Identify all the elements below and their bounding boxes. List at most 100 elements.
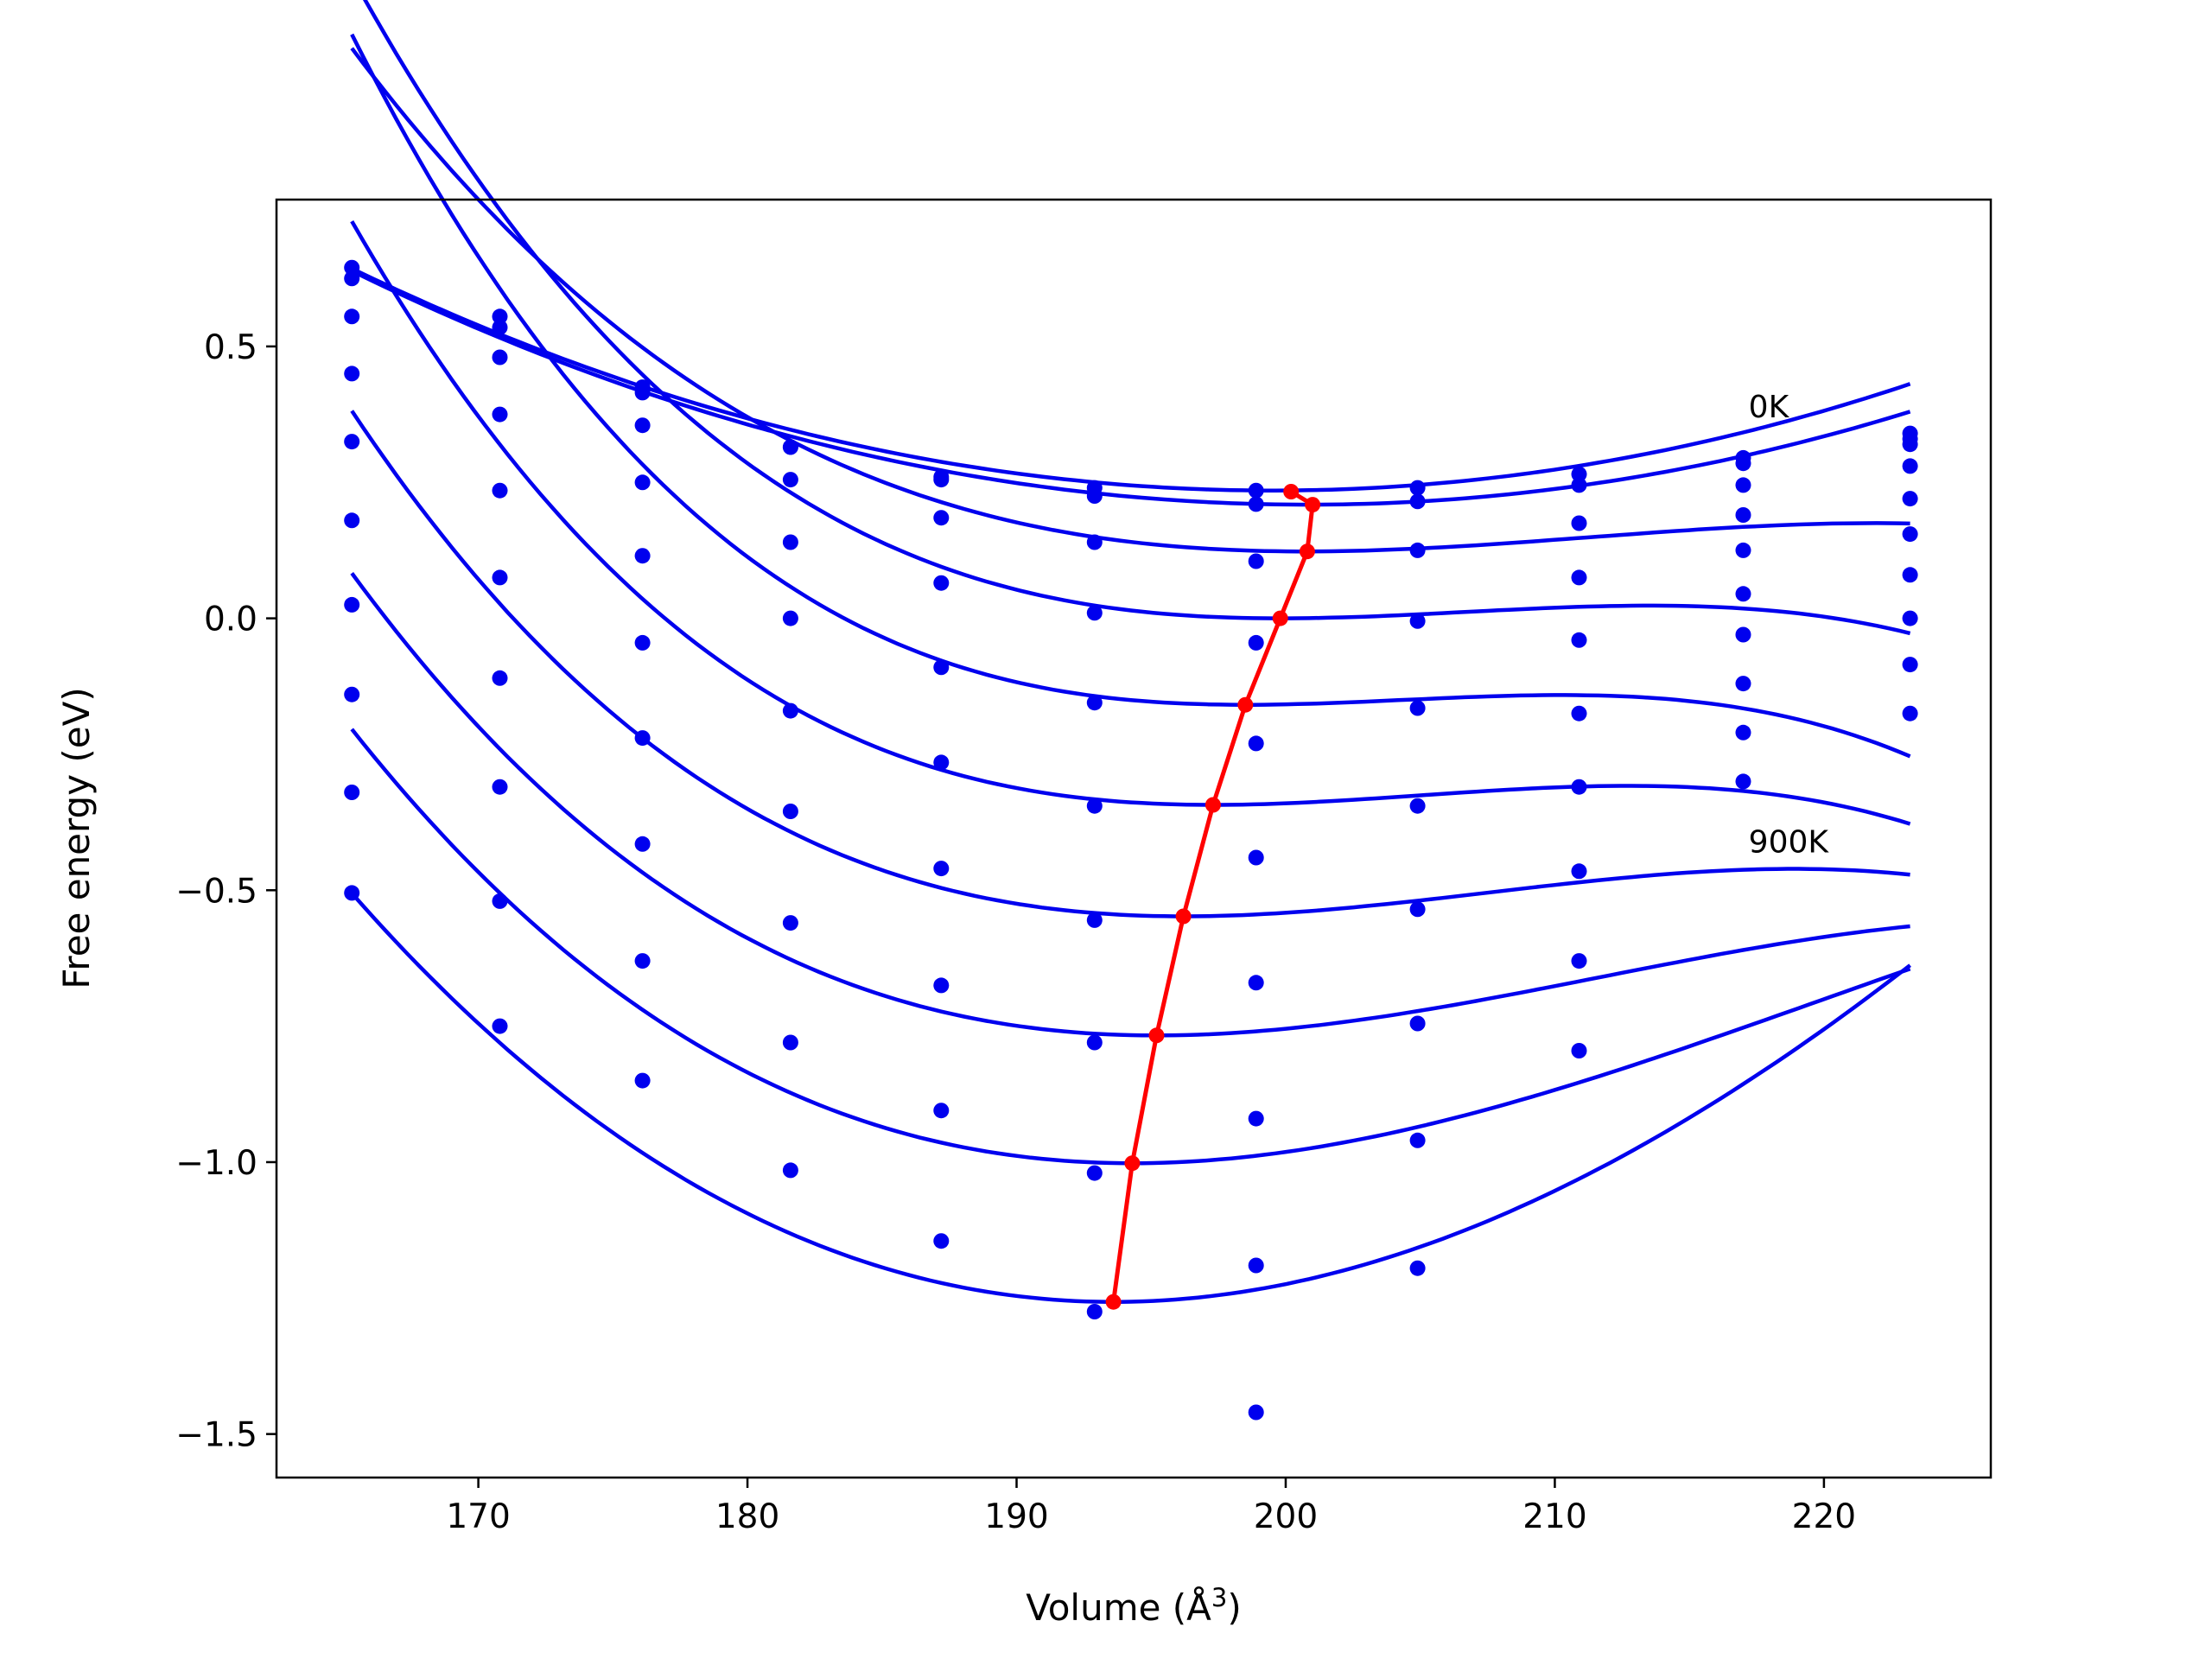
data-point-s2-1 [344,270,360,287]
x-axis-label-end: ) [1227,1586,1241,1629]
fit-curve-2 [351,269,1911,507]
fit-curve-8 [350,572,1910,1038]
data-point-s3-8 [1409,542,1426,558]
data-point-s4-2 [492,406,508,423]
data-point-s4-5 [933,575,950,591]
data-point-s9-4 [782,1034,798,1051]
data-point-s10-11 [1902,705,1918,721]
data-point-s5-8 [1409,700,1426,716]
y-tick-label: 0.5 [204,328,257,367]
x-axis-label: Volume (Å3) [1026,1583,1242,1629]
data-point-s7-11 [1902,567,1918,583]
x-tick-label: 180 [715,1497,779,1536]
data-point-s9-11 [1902,657,1918,673]
y-axis: 0.5 0.0 −0.5 −1.0 −1.5 [175,328,276,1455]
data-point-s8-9 [1571,863,1587,880]
data-point-s9-8 [1409,1132,1426,1148]
data-point-s5-3 [634,548,651,564]
data-point-s7-7 [1248,975,1264,991]
data-point-s7-2 [492,670,508,686]
data-point-s3-3 [634,417,651,434]
data-point-s8-2 [492,779,508,795]
x-axis-label-text: Volume (Å [1026,1586,1211,1629]
data-point-s6-9 [1571,705,1587,721]
data-point-s8-7 [1248,1110,1264,1127]
data-point-s3-1 [344,308,360,325]
data-point-s3-9 [1571,515,1587,531]
data-point-s5-9 [1571,632,1587,648]
data-point-s9-7 [1248,1257,1264,1274]
minimum-point-9 [1124,1155,1141,1172]
x-tick-label: 210 [1522,1497,1586,1536]
data-point-s4-10 [1735,507,1751,523]
data-point-s5-10 [1735,542,1751,558]
fit-curve-10 [350,892,1911,1304]
data-point-s7-5 [933,861,950,877]
data-point-s10-4 [782,1162,798,1179]
data-point-s10-5 [933,1233,950,1249]
data-point-s4-4 [782,534,798,550]
data-point-s4-9 [1571,569,1587,586]
data-point-s2-3 [634,385,651,401]
data-point-s5-1 [344,434,360,450]
data-point-s7-10 [1735,626,1751,643]
annotations: 0K 900K [1749,390,1830,860]
minimum-point-7 [1175,908,1192,925]
data-point-s2-4 [782,439,798,455]
data-point-s8-5 [933,977,950,994]
data-point-s4-6 [1086,605,1103,621]
y-tick-label: −0.5 [175,872,257,911]
y-axis-label: Free energy (eV) [55,687,98,989]
data-point-s1-7 [1248,482,1264,499]
data-point-s10-3 [634,1072,651,1089]
data-point-s1-9 [1571,466,1587,482]
data-point-s3-6 [1086,534,1103,550]
data-point-s5-7 [1248,735,1264,752]
minimum-point-4 [1272,610,1288,626]
x-axis: 170 180 190 200 210 220 [446,1478,1856,1536]
minimum-point-1 [1283,484,1300,499]
data-point-s3-7 [1248,553,1264,569]
data-point-s8-11 [1902,610,1918,626]
axes-frame [275,198,1993,1479]
y-tick-label: −1.0 [175,1144,257,1183]
data-point-s10-8 [1409,1260,1426,1276]
data-point-s6-1 [344,512,360,529]
data-point-s7-6 [1086,912,1103,928]
data-point-s10-6 [1086,1304,1103,1319]
fit-curve-5 [350,33,1911,759]
data-point-s2-2 [492,319,508,335]
data-point-s6-10 [1735,586,1751,602]
data-point-s9-9 [1571,953,1587,969]
data-point-s7-9 [1571,779,1587,795]
y-tick-label: 0.0 [204,601,257,639]
data-point-s9-1 [344,785,360,800]
data-point-s7-8 [1409,901,1426,918]
data-point-s5-6 [1086,695,1103,711]
x-tick-label: 170 [446,1497,510,1536]
data-point-s1-8 [1409,480,1426,496]
data-point-s5-5 [933,659,950,676]
minimum-point-8 [1148,1027,1165,1044]
annotation-0k: 0K [1749,390,1790,425]
data-point-s2-8 [1409,493,1426,510]
data-point-s2-9 [1571,477,1587,493]
data-point-s8-1 [344,686,360,702]
data-point-s9-6 [1086,1165,1103,1181]
data-point-s10-10 [1735,773,1751,790]
data-point-s3-10 [1735,477,1751,493]
data-point-s10-9 [1571,1043,1587,1058]
data-point-s8-10 [1735,676,1751,692]
data-point-s6-2 [492,569,508,586]
x-tick-label: 220 [1792,1497,1856,1536]
data-point-s6-4 [782,702,798,719]
data-point-s1-2 [492,308,508,325]
data-point-s6-8 [1409,798,1426,814]
minimum-point-2 [1305,497,1321,513]
minimum-point-5 [1237,696,1254,713]
data-point-s5-4 [782,610,798,626]
annotation-900k: 900K [1749,825,1830,861]
data-point-s6-5 [933,754,950,771]
